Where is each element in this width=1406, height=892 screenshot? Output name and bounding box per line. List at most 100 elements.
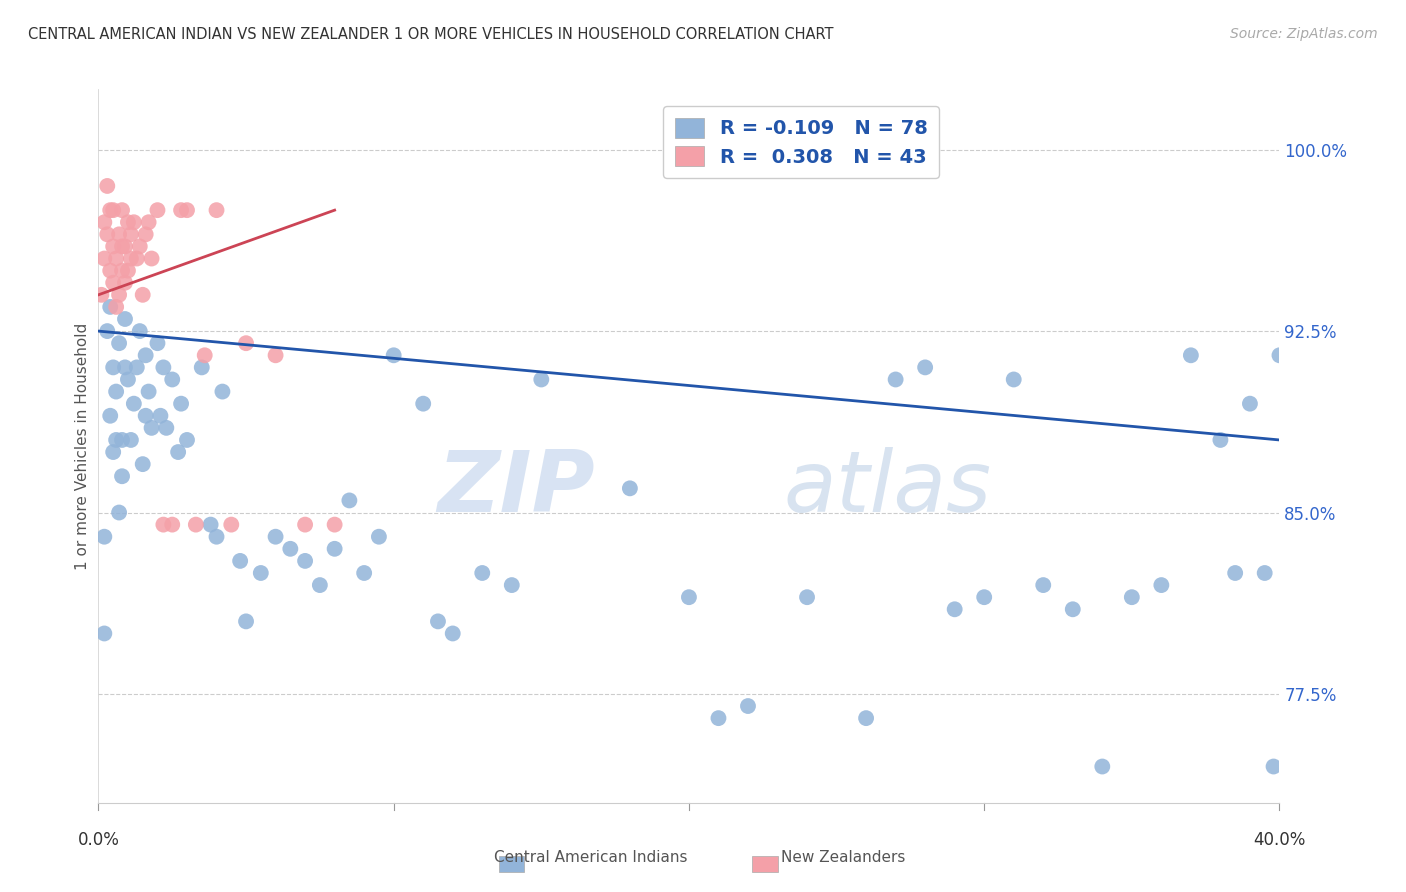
Point: [98, 409, 121, 423]
Point: [103, 203, 125, 218]
Point: [1002, 372, 1025, 386]
Point: [93, 215, 115, 229]
Point: [427, 615, 450, 629]
Point: [146, 203, 169, 218]
Point: [323, 541, 346, 556]
Point: [1032, 578, 1054, 592]
Point: [111, 263, 134, 277]
Point: [294, 554, 316, 568]
Point: [211, 384, 233, 399]
Point: [205, 530, 228, 544]
Point: [501, 578, 523, 592]
Point: [108, 336, 131, 351]
Point: [170, 397, 193, 411]
Point: [108, 506, 131, 520]
Point: [111, 239, 134, 253]
Point: [250, 566, 273, 580]
Point: [205, 203, 228, 218]
Point: [619, 481, 641, 495]
Point: [103, 239, 125, 253]
Point: [146, 336, 169, 351]
Point: [1180, 348, 1202, 362]
Point: [914, 360, 936, 375]
Point: [323, 517, 346, 532]
Point: [111, 203, 134, 218]
Point: [105, 252, 128, 266]
Point: [125, 360, 148, 375]
Point: [707, 711, 730, 725]
Point: [737, 699, 759, 714]
Legend: R = -0.109   N = 78, R =  0.308   N = 43: R = -0.109 N = 78, R = 0.308 N = 43: [664, 106, 939, 178]
Text: CENTRAL AMERICAN INDIAN VS NEW ZEALANDER 1 OR MORE VEHICLES IN HOUSEHOLD CORRELA: CENTRAL AMERICAN INDIAN VS NEW ZEALANDER…: [28, 27, 834, 42]
Point: [471, 566, 494, 580]
Point: [117, 263, 139, 277]
Point: [98, 263, 121, 277]
Point: [120, 227, 142, 242]
Point: [294, 517, 316, 532]
Point: [155, 421, 177, 435]
Point: [98, 203, 121, 218]
Point: [1091, 759, 1114, 773]
Point: [264, 530, 287, 544]
Point: [441, 626, 464, 640]
Point: [117, 215, 139, 229]
Point: [162, 517, 183, 532]
Point: [1150, 578, 1173, 592]
Point: [152, 517, 174, 532]
Point: [152, 360, 174, 375]
Point: [176, 203, 198, 218]
Point: [884, 372, 907, 386]
Point: [120, 433, 142, 447]
Text: New Zealanders: New Zealanders: [782, 850, 905, 865]
Point: [1263, 759, 1285, 773]
Point: [339, 493, 361, 508]
Text: ZIP: ZIP: [437, 447, 595, 531]
Point: [1209, 433, 1232, 447]
Point: [235, 615, 257, 629]
Point: [105, 300, 128, 314]
Point: [125, 252, 148, 266]
Point: [141, 421, 163, 435]
Point: [114, 360, 136, 375]
Text: 40.0%: 40.0%: [1253, 831, 1306, 849]
Point: [108, 288, 131, 302]
Point: [105, 384, 128, 399]
Point: [309, 578, 332, 592]
Point: [678, 590, 700, 604]
Point: [114, 239, 136, 253]
Point: [149, 409, 172, 423]
Point: [184, 517, 207, 532]
Point: [96, 324, 118, 338]
Point: [530, 372, 553, 386]
Point: [132, 457, 155, 471]
Point: [114, 276, 136, 290]
Point: [353, 566, 375, 580]
Point: [96, 227, 118, 242]
Point: [111, 433, 134, 447]
Point: [1254, 566, 1277, 580]
Point: [1239, 397, 1261, 411]
Point: [128, 239, 150, 253]
Point: [141, 252, 163, 266]
Point: [114, 312, 136, 326]
Point: [93, 530, 115, 544]
Point: [93, 626, 115, 640]
Point: [128, 324, 150, 338]
Y-axis label: 1 or more Vehicles in Household: 1 or more Vehicles in Household: [75, 322, 90, 570]
Point: [96, 178, 118, 193]
Point: [368, 530, 391, 544]
Point: [117, 372, 139, 386]
Point: [221, 517, 243, 532]
Point: [162, 372, 183, 386]
Point: [1121, 590, 1143, 604]
Text: Source: ZipAtlas.com: Source: ZipAtlas.com: [1230, 27, 1378, 41]
Point: [176, 433, 198, 447]
Point: [943, 602, 966, 616]
Point: [135, 409, 157, 423]
Point: [135, 348, 157, 362]
Point: [93, 252, 115, 266]
Point: [194, 348, 217, 362]
Point: [132, 288, 155, 302]
Point: [138, 384, 160, 399]
Point: [105, 433, 128, 447]
